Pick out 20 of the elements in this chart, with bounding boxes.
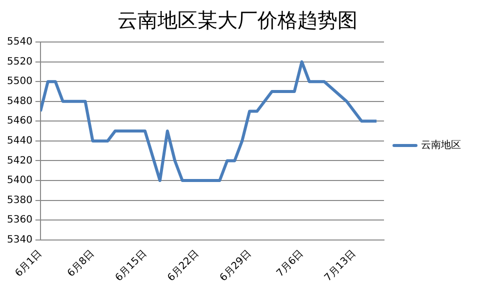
legend-label: 云南地区 (421, 139, 461, 152)
y-tick-label: 5340 (6, 234, 32, 246)
x-tick-label: 6月15日 (114, 248, 149, 284)
x-tick-label: 7月13日 (322, 248, 358, 284)
chart-title: 云南地区某大厂价格趋势图 (118, 8, 358, 32)
y-tick-label: 5480 (6, 96, 32, 107)
y-tick-label: 5520 (6, 56, 32, 68)
y-tick-label: 5540 (6, 36, 32, 48)
x-tick-label: 7月6日 (274, 248, 306, 280)
y-tick-label: 5500 (6, 76, 32, 88)
x-tick-label: 6月8日 (66, 248, 97, 280)
x-tick-label: 6月22日 (166, 248, 202, 284)
y-tick-label: 5440 (6, 136, 32, 147)
y-tick-label: 5380 (6, 194, 32, 206)
y-tick-label: 5360 (6, 214, 32, 226)
y-tick-label: 5420 (6, 155, 32, 166)
x-tick-label: 6月1日 (13, 248, 44, 280)
x-tick-label: 6月29日 (218, 248, 254, 284)
y-tick-label: 5460 (6, 116, 32, 127)
y-tick-label: 5400 (6, 175, 32, 186)
